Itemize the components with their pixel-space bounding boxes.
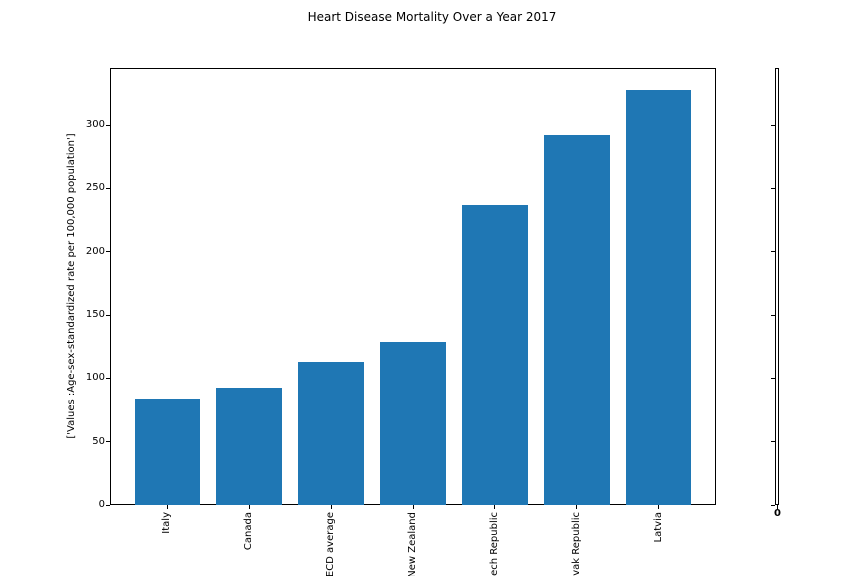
secondary-y-tick-mark	[771, 377, 775, 379]
x-tick-label: Italy	[161, 512, 173, 534]
x-tick-label: Canada	[243, 512, 255, 551]
x-tick-mark	[494, 505, 496, 509]
y-tick-label: 0	[98, 499, 105, 510]
y-tick-label: 50	[92, 435, 105, 447]
secondary-x-tick-label: 0	[774, 508, 781, 519]
secondary-x-tick-mark	[777, 505, 778, 509]
y-tick-label: 250	[85, 182, 105, 194]
chart-title: Heart Disease Mortality Over a Year 2017	[307, 10, 557, 24]
bar-latvia	[625, 89, 692, 505]
y-axis-label: ['Values :Age-sex-standardized rate per …	[66, 133, 77, 439]
y-tick-mark	[106, 377, 110, 379]
y-tick-mark	[106, 504, 110, 506]
y-tick-mark	[106, 251, 110, 253]
secondary-y-tick-mark	[771, 314, 775, 316]
x-tick-mark	[576, 505, 578, 509]
x-tick-label: OECD average	[325, 512, 337, 576]
x-tick-label: Slovak Republic	[570, 512, 582, 576]
secondary-y-tick-mark	[771, 124, 775, 126]
y-tick-label: 200	[85, 245, 105, 257]
x-tick-mark	[412, 505, 414, 509]
y-tick-label: 150	[85, 309, 105, 320]
bar-new-zealand	[380, 341, 446, 505]
x-tick-mark	[330, 505, 332, 509]
y-tick-label: 300	[85, 119, 105, 130]
y-tick-mark	[106, 124, 110, 126]
x-tick-label: Czech Republic	[488, 512, 500, 576]
x-tick-mark	[248, 505, 250, 509]
x-tick-mark	[658, 505, 660, 509]
y-tick-mark	[106, 187, 110, 189]
bar-czech-republic	[462, 204, 528, 505]
secondary-y-tick-mark	[771, 504, 775, 506]
y-tick-mark	[106, 314, 110, 316]
x-tick-label: New Zealand	[407, 512, 418, 576]
secondary-y-tick-mark	[771, 187, 775, 189]
bar-slovak-republic	[544, 135, 610, 505]
y-tick-mark	[106, 441, 110, 443]
secondary-axes	[775, 68, 779, 505]
secondary-y-tick-mark	[771, 441, 775, 443]
bar-italy	[134, 398, 201, 505]
x-tick-mark	[166, 505, 168, 509]
secondary-y-tick-mark	[771, 251, 775, 253]
x-tick-label: Latvia	[652, 512, 664, 543]
y-tick-label: 100	[85, 372, 105, 384]
bar-oecd-average	[298, 361, 364, 505]
bar-canada	[216, 388, 282, 505]
